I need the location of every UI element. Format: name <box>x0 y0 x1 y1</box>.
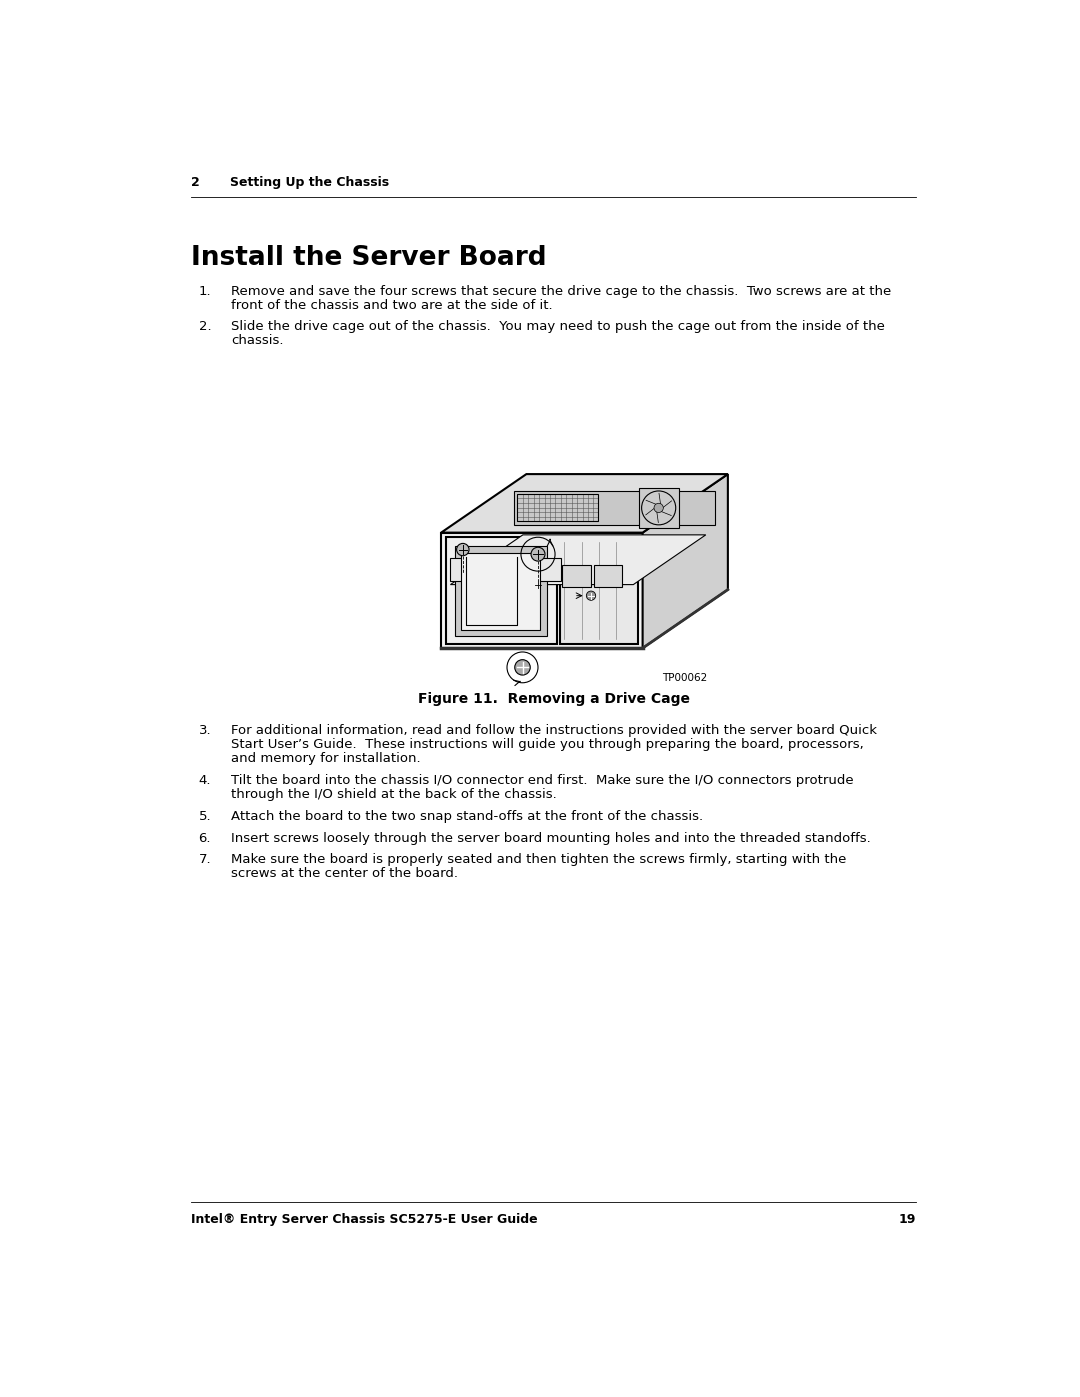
Text: For additional information, read and follow the instructions provided with the s: For additional information, read and fol… <box>231 725 877 738</box>
Polygon shape <box>441 532 643 648</box>
Text: Install the Server Board: Install the Server Board <box>191 244 546 271</box>
Text: TP00062: TP00062 <box>662 673 707 683</box>
Text: Insert screws loosely through the server board mounting holes and into the threa: Insert screws loosely through the server… <box>231 831 870 845</box>
Circle shape <box>654 503 663 513</box>
Text: Start User’s Guide.  These instructions will guide you through preparing the boa: Start User’s Guide. These instructions w… <box>231 739 864 752</box>
Text: Tilt the board into the chassis I/O connector end first.  Make sure the I/O conn: Tilt the board into the chassis I/O conn… <box>231 774 853 787</box>
Text: and memory for installation.: and memory for installation. <box>231 753 421 766</box>
Text: 7.: 7. <box>199 854 212 866</box>
FancyBboxPatch shape <box>450 557 562 581</box>
Text: 3.: 3. <box>199 725 212 738</box>
Text: Attach the board to the two snap stand-offs at the front of the chassis.: Attach the board to the two snap stand-o… <box>231 810 703 823</box>
Circle shape <box>531 548 545 562</box>
Text: 5.: 5. <box>199 810 212 823</box>
Text: Intel® Entry Server Chassis SC5275-E User Guide: Intel® Entry Server Chassis SC5275-E Use… <box>191 1214 538 1227</box>
Text: Figure 11.  Removing a Drive Cage: Figure 11. Removing a Drive Cage <box>418 692 689 705</box>
Text: 2: 2 <box>191 176 200 189</box>
FancyBboxPatch shape <box>562 564 591 587</box>
Text: through the I/O shield at the back of the chassis.: through the I/O shield at the back of th… <box>231 788 557 800</box>
Text: Make sure the board is properly seated and then tighten the screws firmly, start: Make sure the board is properly seated a… <box>231 854 847 866</box>
FancyBboxPatch shape <box>446 538 556 644</box>
FancyBboxPatch shape <box>594 564 622 587</box>
Text: Remove and save the four screws that secure the drive cage to the chassis.  Two : Remove and save the four screws that sec… <box>231 285 891 298</box>
FancyBboxPatch shape <box>455 546 546 636</box>
Polygon shape <box>441 474 728 532</box>
Text: 6.: 6. <box>199 831 211 845</box>
Text: Slide the drive cage out of the chassis.  You may need to push the cage out from: Slide the drive cage out of the chassis.… <box>231 320 885 334</box>
FancyBboxPatch shape <box>461 553 540 630</box>
Polygon shape <box>514 490 715 525</box>
Text: 19: 19 <box>899 1214 916 1227</box>
Text: 2.: 2. <box>199 320 212 334</box>
Text: 4.: 4. <box>199 774 211 787</box>
Polygon shape <box>450 535 706 584</box>
Circle shape <box>457 543 469 556</box>
Text: front of the chassis and two are at the side of it.: front of the chassis and two are at the … <box>231 299 553 312</box>
Polygon shape <box>643 474 728 648</box>
Circle shape <box>586 591 596 601</box>
Text: 1.: 1. <box>199 285 212 298</box>
FancyBboxPatch shape <box>559 538 638 644</box>
Text: screws at the center of the board.: screws at the center of the board. <box>231 868 458 880</box>
Text: chassis.: chassis. <box>231 334 284 348</box>
Circle shape <box>515 659 530 675</box>
Text: Setting Up the Chassis: Setting Up the Chassis <box>230 176 389 189</box>
FancyBboxPatch shape <box>638 488 679 528</box>
